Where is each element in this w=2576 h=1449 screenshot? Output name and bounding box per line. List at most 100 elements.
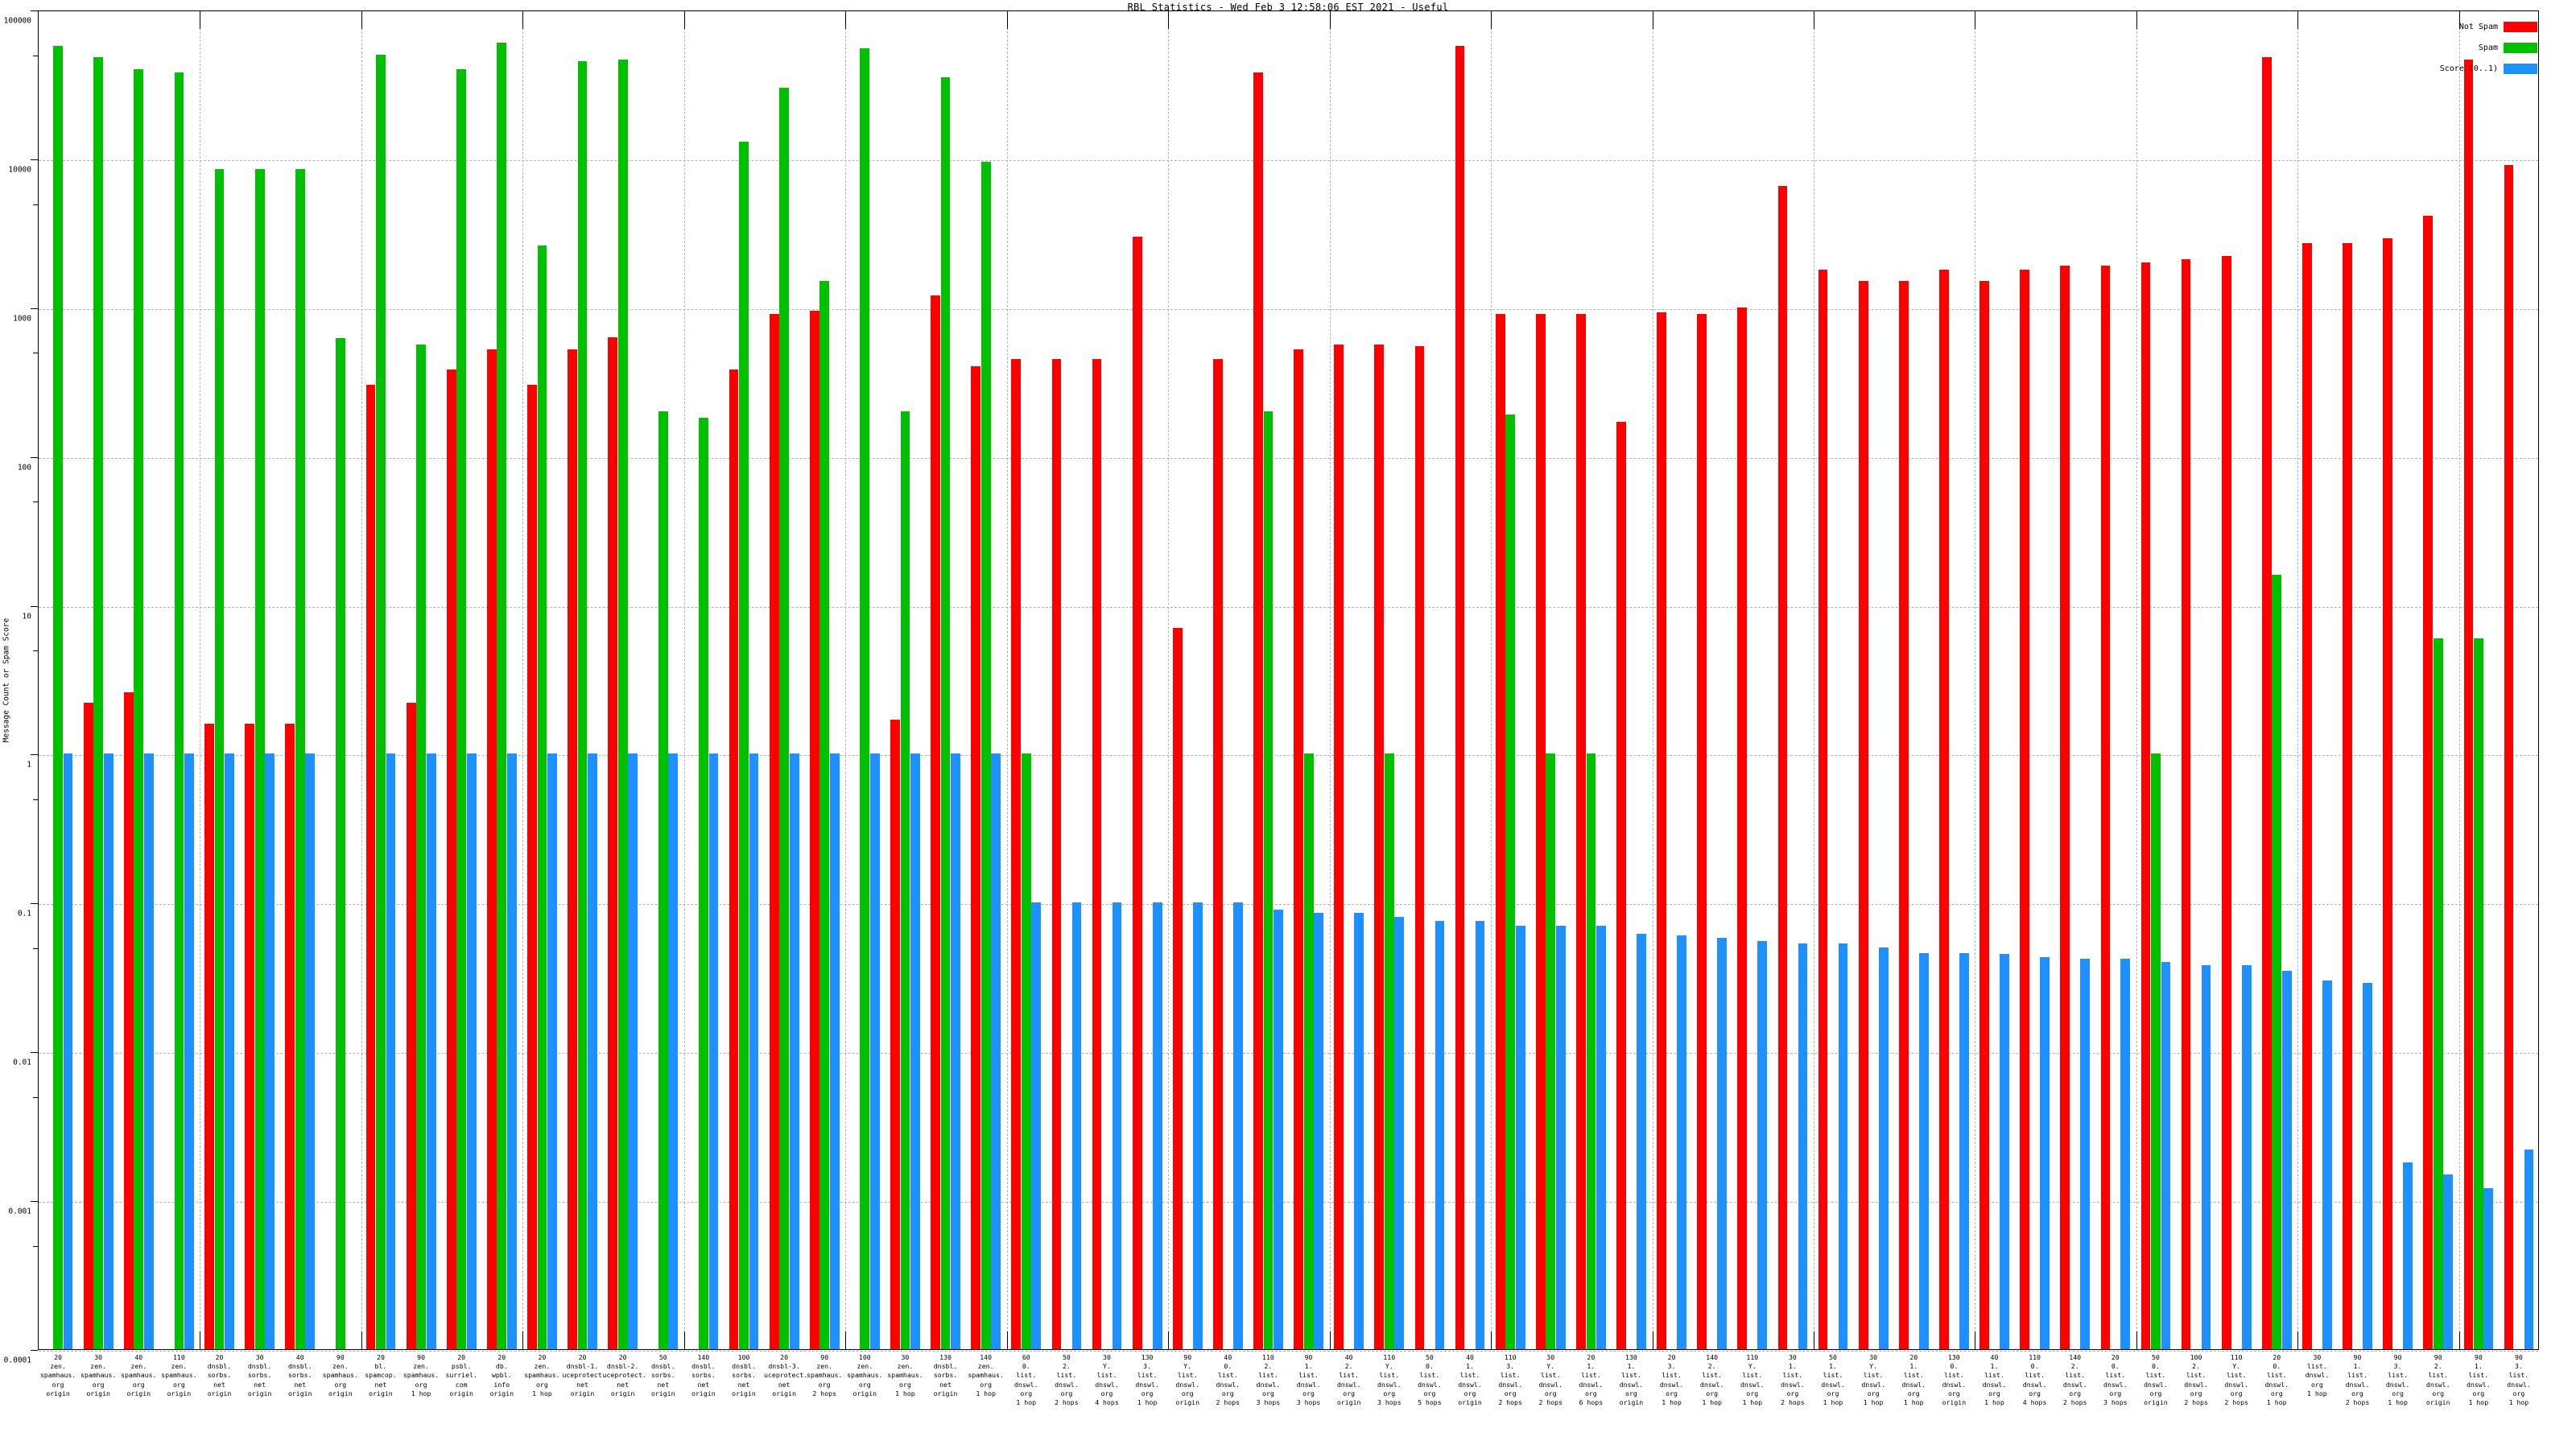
- x-label-line: org: [536, 1380, 548, 1389]
- bar-group: [39, 11, 79, 1349]
- x-tick-bottom: [845, 1331, 847, 1349]
- bar-not-spam: [2020, 269, 2030, 1349]
- x-label-line: 2 hops: [2224, 1398, 2248, 1407]
- legend-swatch: [2504, 63, 2537, 74]
- x-label-rank: 140: [2069, 1353, 2082, 1361]
- y-axis-title: Message Count or Spam Score: [2, 617, 11, 743]
- x-label-line: 5 hops: [1418, 1398, 1442, 1407]
- x-tick-label: 20 dnsbl. sorbs. net origin: [199, 1353, 239, 1398]
- x-label-rank: 60: [1022, 1353, 1030, 1361]
- x-tick-top: [2458, 11, 2460, 29]
- x-tick-label: 100 2. list. dnswl. org 2 hops: [2176, 1353, 2216, 1407]
- x-tick-label: 90 1. list. dnswl. org 2 hops: [2337, 1353, 2377, 1407]
- y-tick-label: 100000: [3, 16, 31, 26]
- bar-score: [1838, 943, 1848, 1349]
- x-label-line: dnsbl-1.: [566, 1362, 599, 1371]
- x-label-line: org: [2069, 1389, 2082, 1397]
- bar-group: [2016, 11, 2056, 1349]
- x-label-rank: 90: [2515, 1353, 2523, 1361]
- x-label-line: 3.: [2393, 1362, 2402, 1371]
- bar-not-spam: [1334, 345, 1344, 1349]
- x-label-line: org: [1060, 1389, 1073, 1397]
- bar-group: [2177, 11, 2217, 1349]
- x-tick-label: 30 1. list. dnswl. org 2 hops: [1773, 1353, 1813, 1407]
- x-tick-label: 90 3. list. dnswl. org 1 hop: [2378, 1353, 2418, 1407]
- x-tick-top: [361, 11, 362, 29]
- x-tick-label: 110 Y. list. dnswl. org 1 hop: [1732, 1353, 1773, 1407]
- x-tick-bottom: [1491, 1331, 1492, 1349]
- bar-score: [2241, 965, 2252, 1349]
- x-label-line: origin: [610, 1389, 635, 1397]
- bar-spam: [53, 46, 63, 1349]
- x-tick-label: 110 2. list. dnswl. org 3 hops: [1248, 1353, 1288, 1407]
- bar-spam: [1505, 415, 1516, 1349]
- bar-group: [1693, 11, 1733, 1349]
- x-tick-label: 110 zen. spamhaus. org origin: [159, 1353, 199, 1398]
- x-label-line: 1.: [1304, 1362, 1313, 1371]
- x-label-line: bl.: [374, 1362, 387, 1371]
- x-label-line: 1 hop: [1662, 1398, 1682, 1407]
- x-label-rank: 90: [417, 1353, 425, 1361]
- x-label-line: 0.: [1022, 1362, 1030, 1371]
- bar-not-spam: [1011, 358, 1022, 1349]
- x-label-line: origin: [126, 1389, 151, 1397]
- x-tick-label: 140 zen. spamhaus. org 1 hop: [966, 1353, 1006, 1398]
- x-label-line: dnswl.: [1216, 1380, 1241, 1389]
- legend-label: Spam: [2478, 43, 2498, 52]
- x-label-line: dnswl.: [2264, 1380, 2289, 1389]
- x-label-line: 2.: [2434, 1362, 2442, 1371]
- x-tick-label: 50 dnsbl. sorbs. net origin: [643, 1353, 683, 1398]
- x-label-line: list.: [1903, 1371, 1924, 1380]
- x-label-line: dnsbl.: [732, 1362, 756, 1371]
- bar-group: [1854, 11, 1894, 1349]
- x-gridline: [1491, 11, 1492, 1349]
- x-label-line: dnswl.: [2425, 1380, 2450, 1389]
- bar-not-spam: [1092, 358, 1102, 1349]
- x-label-rank: 110: [1383, 1353, 1396, 1361]
- bar-score: [1596, 925, 1606, 1349]
- x-label-line: dnsbl.: [287, 1362, 312, 1371]
- x-label-line: net: [294, 1380, 307, 1389]
- x-tick-label: 20 0. list. dnswl. org 1 hop: [2256, 1353, 2297, 1407]
- x-label-line: org: [92, 1380, 105, 1389]
- bar-group: [2459, 11, 2500, 1349]
- y-tick-major: [31, 456, 38, 458]
- x-gridline: [845, 11, 847, 1349]
- y-gridline: [39, 457, 2538, 459]
- x-label-line: list.: [1339, 1371, 1359, 1380]
- x-label-line: 1 hop: [1016, 1398, 1037, 1407]
- x-label-line: list.: [1500, 1371, 1521, 1380]
- x-label-line: org: [2029, 1389, 2041, 1397]
- bar-group: [1571, 11, 1612, 1349]
- bar-score: [2524, 1149, 2534, 1349]
- x-label-rank: 30: [1546, 1353, 1555, 1361]
- x-label-line: spamhaus.: [80, 1371, 117, 1380]
- x-label-line: Y.: [1385, 1362, 1393, 1371]
- x-label-line: net: [213, 1380, 225, 1389]
- x-tick-label: 30 Y. list. dnswl. org 2 hops: [1530, 1353, 1571, 1407]
- x-label-line: org: [1544, 1389, 1557, 1397]
- x-label-rank: 90: [2474, 1353, 2483, 1361]
- x-label-line: 1.: [2474, 1362, 2483, 1371]
- x-gridline: [1168, 11, 1170, 1349]
- bar-not-spam: [1657, 312, 1667, 1349]
- bar-score: [1394, 917, 1405, 1349]
- bar-not-spam: [1777, 186, 1788, 1349]
- x-label-line: origin: [732, 1389, 756, 1397]
- x-label-line: 1.: [1587, 1362, 1596, 1371]
- bar-not-spam: [809, 310, 819, 1349]
- x-label-line: zen.: [816, 1362, 833, 1371]
- bar-score: [1878, 947, 1889, 1349]
- x-label-line: spamhaus.: [161, 1371, 197, 1380]
- bar-score: [1435, 921, 1445, 1349]
- x-label-rank: 90: [2393, 1353, 2402, 1361]
- x-label-line: spamhaus.: [121, 1371, 157, 1380]
- bar-score: [1757, 941, 1768, 1349]
- bar-spam: [1546, 753, 1556, 1349]
- x-label-line: dnswl.: [1942, 1380, 1967, 1389]
- bar-spam: [819, 281, 830, 1349]
- x-tick-bottom: [1168, 1331, 1170, 1349]
- x-label-line: dnsbl.: [933, 1362, 958, 1371]
- x-label-line: dnswl.: [1619, 1380, 1644, 1389]
- bar-not-spam: [1495, 314, 1505, 1349]
